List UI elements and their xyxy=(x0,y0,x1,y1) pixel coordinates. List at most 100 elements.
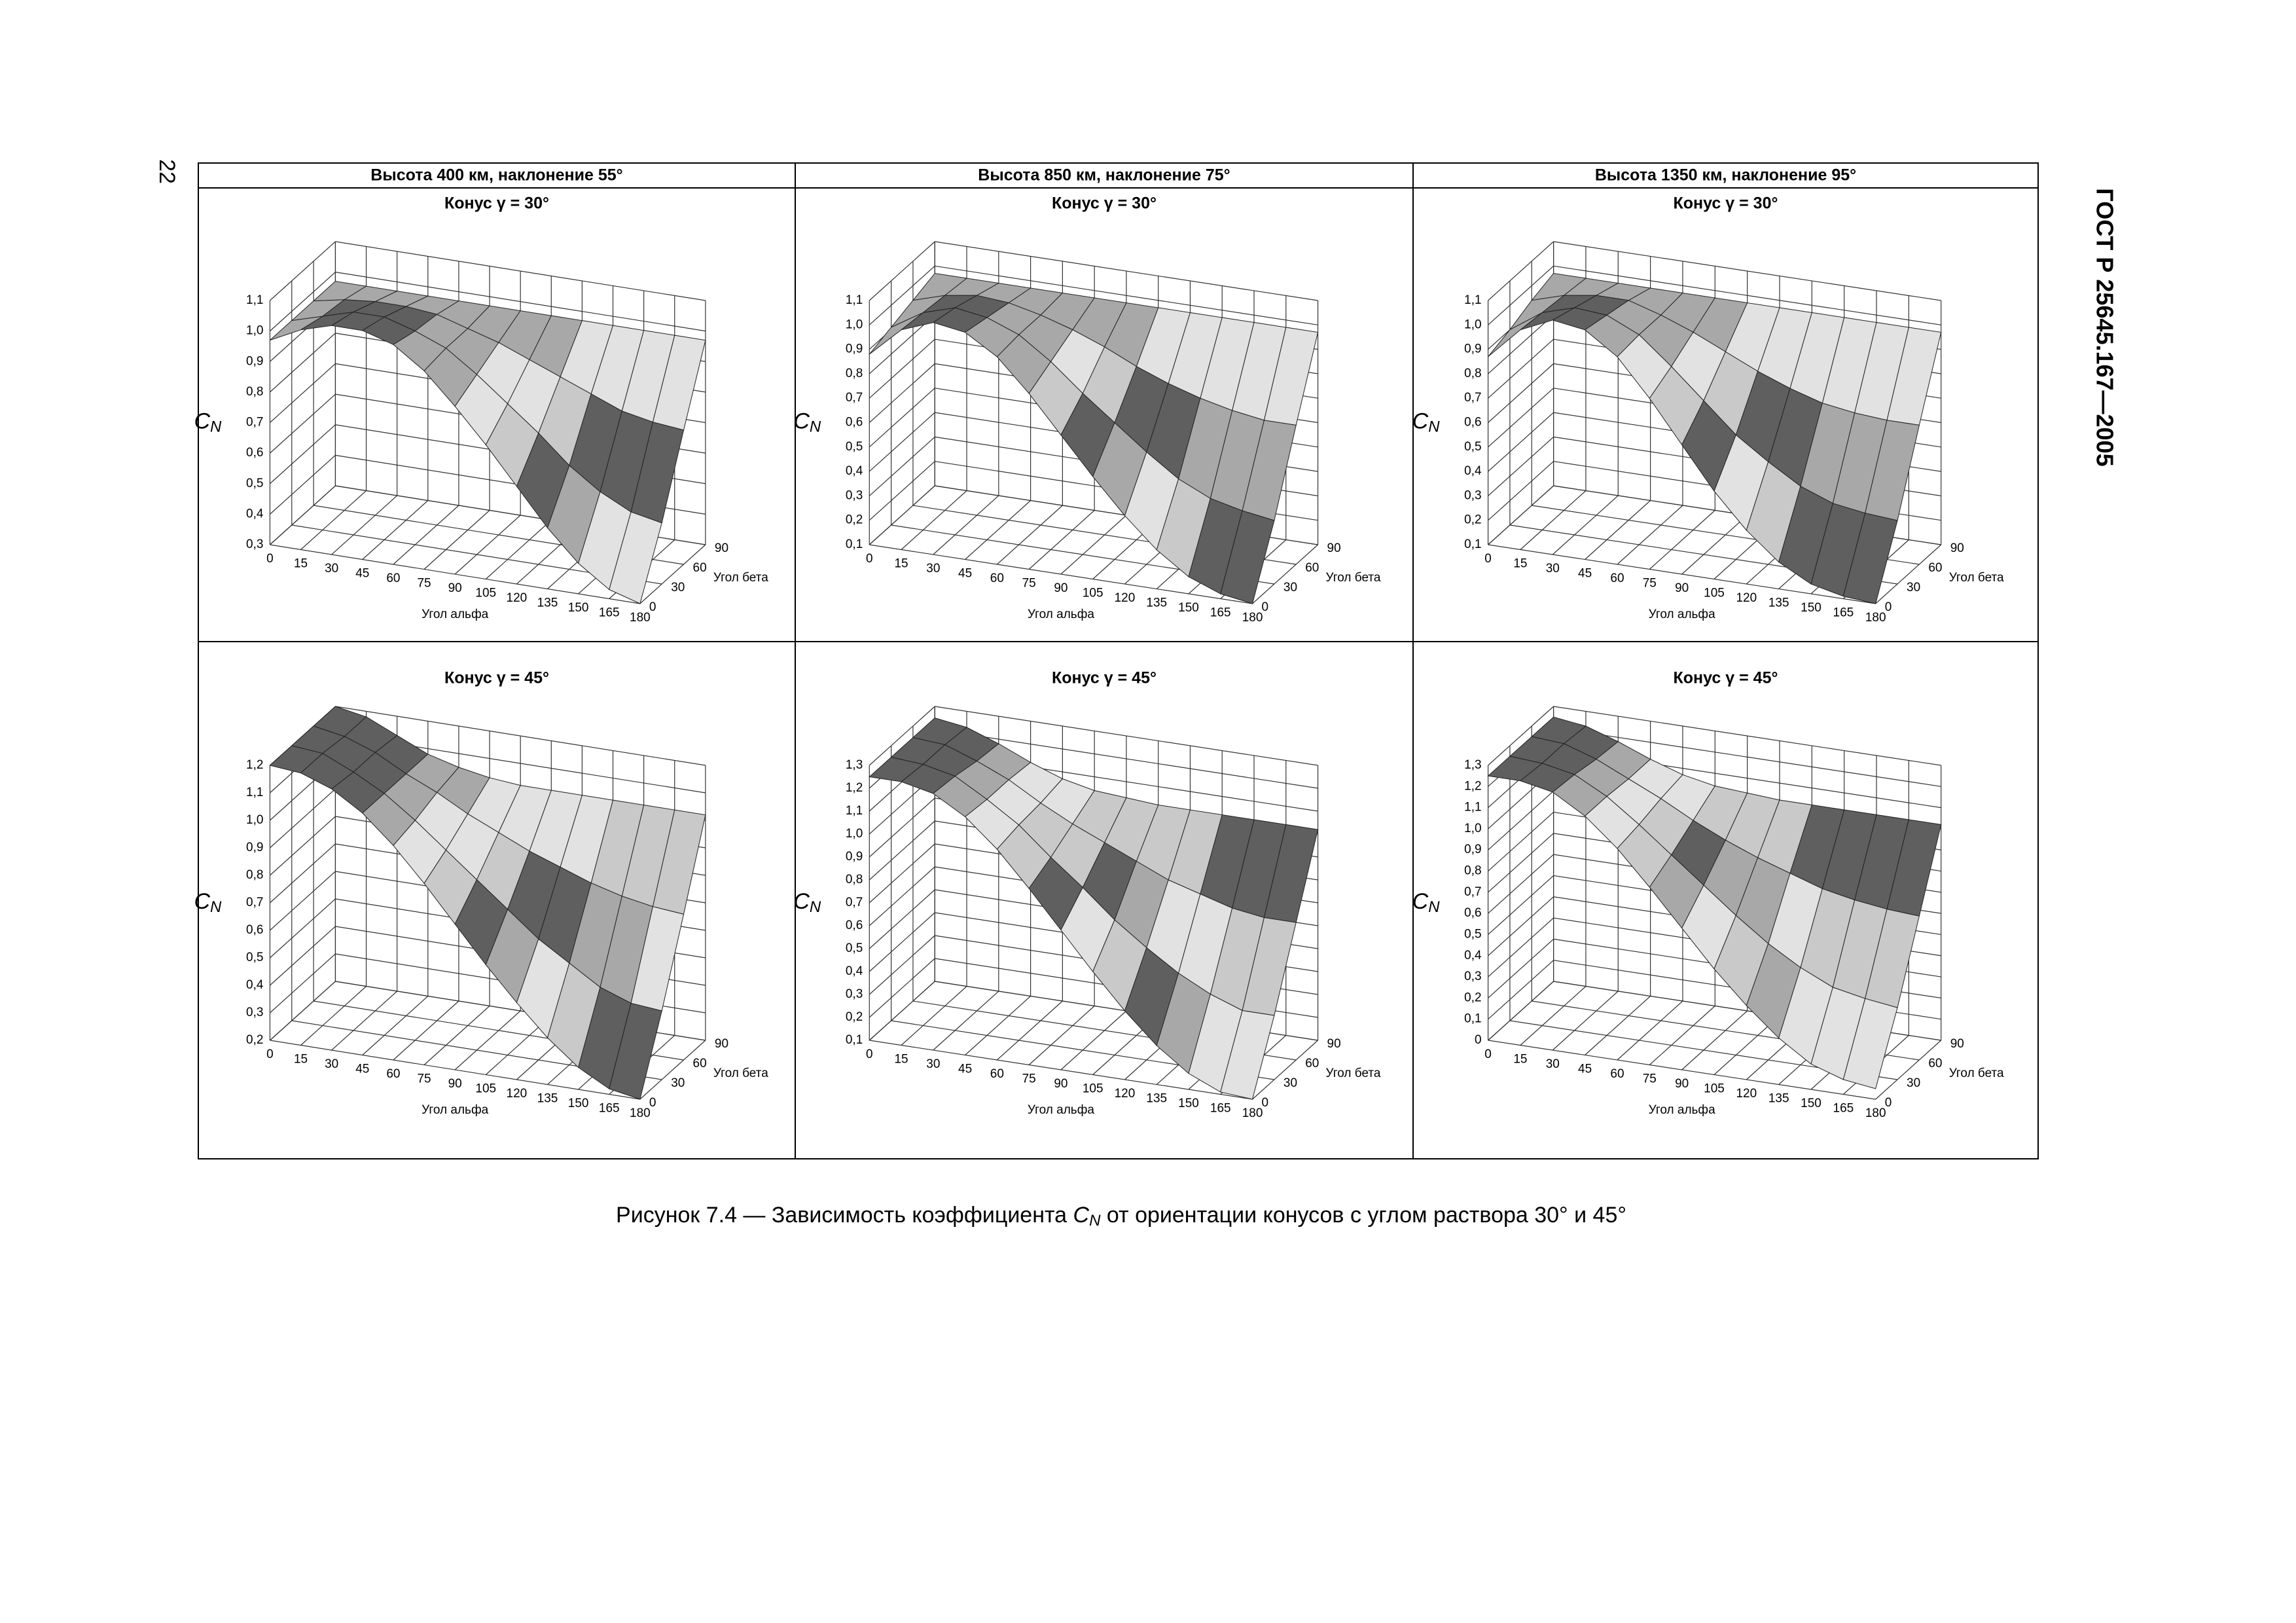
z-tick-label: 0,9 xyxy=(1464,342,1481,356)
x-tick-label: 180 xyxy=(1865,1106,1886,1120)
x-tick-label: 120 xyxy=(1115,1087,1136,1101)
side-wall-grid-line xyxy=(1488,833,1554,893)
z-axis-symbol: C xyxy=(194,889,210,914)
y-tick-label: 0 xyxy=(1885,600,1892,614)
side-wall-grid-line xyxy=(869,958,935,1018)
z-tick-label: 1,3 xyxy=(846,758,863,772)
x-tick-label: 45 xyxy=(355,1063,369,1076)
y-tick-label: 60 xyxy=(693,1057,707,1070)
floor-grid-line xyxy=(270,485,336,545)
floor-grid-line xyxy=(965,500,1031,560)
side-wall-grid-line xyxy=(1488,314,1554,374)
z-tick-label: 0,6 xyxy=(246,923,263,937)
side-wall-grid-line xyxy=(869,843,935,903)
y-tick-label: 30 xyxy=(1283,581,1297,594)
floor-grid-line xyxy=(1488,1040,1876,1100)
z-tick-label: 0,6 xyxy=(1464,416,1481,429)
chart-title: Конус γ = 45° xyxy=(444,669,549,687)
page-number: 22 xyxy=(154,159,179,184)
z-tick-label: 0,1 xyxy=(846,538,863,551)
floor-grid-line xyxy=(1552,991,1619,1051)
x-tick-label: 45 xyxy=(355,567,369,581)
floor-grid-line xyxy=(362,996,429,1055)
side-wall-grid-line xyxy=(1488,412,1554,472)
surface-patch xyxy=(1220,510,1275,604)
x-tick-label: 180 xyxy=(630,611,651,625)
z-tick-label: 1,3 xyxy=(1464,758,1481,772)
side-wall-grid-line xyxy=(1488,338,1554,399)
x-tick-label: 105 xyxy=(1704,587,1725,600)
x-tick-label: 90 xyxy=(1054,1077,1067,1091)
z-tick-label: 1,0 xyxy=(246,813,263,827)
figure-table xyxy=(198,162,2039,1159)
y-tick-label: 60 xyxy=(1305,561,1319,575)
z-axis-subscript: N xyxy=(810,898,821,916)
side-wall-grid-line xyxy=(270,333,336,393)
z-tick-label: 0,3 xyxy=(846,488,863,502)
z-tick-label: 0,5 xyxy=(846,941,863,955)
z-tick-label: 0,4 xyxy=(846,964,863,978)
floor-grid-line xyxy=(996,505,1063,565)
floor-grid-line xyxy=(300,986,367,1046)
x-tick-label: 0 xyxy=(266,552,274,566)
side-wall-grid-line xyxy=(270,788,336,848)
z-tick-label: 0,9 xyxy=(246,354,263,368)
z-axis-title: CN xyxy=(1412,889,1441,916)
z-tick-label: 1,0 xyxy=(1464,318,1481,331)
side-wall-grid-line xyxy=(1488,917,1554,977)
side-wall-grid-line xyxy=(1488,706,1554,766)
surface-patch xyxy=(1842,513,1898,604)
x-tick-label: 150 xyxy=(1801,601,1821,615)
x-tick-label: 150 xyxy=(1178,601,1199,615)
x-tick-label: 75 xyxy=(417,1072,431,1086)
column-title: Высота 1350 км, наклонение 95° xyxy=(1595,166,1856,185)
x-tick-label: 15 xyxy=(294,557,308,571)
side-wall-grid-line xyxy=(270,898,336,958)
x-tick-label: 90 xyxy=(1054,581,1067,595)
side-wall-grid-line xyxy=(1488,960,1554,1020)
side-wall-grid-line xyxy=(1488,938,1554,998)
column-title: Высота 400 км, наклонение 55° xyxy=(370,166,622,185)
document-header: ГОСТ Р 25645.167—2005 xyxy=(2091,188,2118,466)
side-wall-grid-line xyxy=(869,461,935,521)
x-tick-label: 15 xyxy=(894,557,908,571)
floor-grid-line xyxy=(1060,1010,1127,1070)
x-tick-label: 75 xyxy=(1643,577,1657,591)
x-tick-label: 0 xyxy=(1484,552,1492,566)
floor-grid-line xyxy=(639,1040,706,1100)
z-tick-label: 0,4 xyxy=(246,978,264,992)
floor-grid-line xyxy=(1681,1010,1748,1070)
x-tick-label: 90 xyxy=(448,581,462,595)
z-tick-label: 1,1 xyxy=(246,786,263,799)
x-tick-label: 45 xyxy=(958,1063,972,1076)
x-tick-label: 90 xyxy=(448,1077,462,1091)
x-tick-label: 45 xyxy=(958,567,972,581)
x-tick-label: 30 xyxy=(1546,562,1560,575)
side-wall-grid-line xyxy=(869,866,935,926)
z-tick-label: 0,7 xyxy=(846,391,863,405)
caption-text: Рисунок 7.4 — Зависимость коэффициента xyxy=(616,1203,1073,1228)
y-tick-label: 90 xyxy=(715,1037,728,1051)
floor-grid-line xyxy=(1681,515,1748,575)
side-wall-grid-line xyxy=(1488,388,1554,448)
y-axis-title: Угол бета xyxy=(713,1067,768,1080)
z-tick-label: 1,0 xyxy=(246,324,263,338)
side-wall-grid-line xyxy=(1488,790,1554,850)
side-wall-grid-line xyxy=(869,412,935,472)
z-tick-label: 0,8 xyxy=(846,873,863,886)
z-tick-label: 0,1 xyxy=(846,1033,863,1047)
y-axis-title: Угол бета xyxy=(713,571,768,585)
floor-grid-line xyxy=(393,505,459,565)
x-tick-label: 60 xyxy=(1610,572,1624,585)
x-tick-label: 120 xyxy=(1736,591,1757,605)
z-tick-label: 0,3 xyxy=(246,538,263,551)
x-tick-label: 120 xyxy=(1736,1087,1757,1101)
floor-grid-line xyxy=(1060,515,1127,575)
floor-grid-line xyxy=(1252,1040,1318,1100)
x-tick-label: 105 xyxy=(1083,1082,1103,1096)
floor-grid-line xyxy=(1252,544,1318,604)
chart-title: Конус γ = 30° xyxy=(1052,194,1157,213)
side-wall-grid-line xyxy=(270,393,336,454)
y-axis-title: Угол бета xyxy=(1949,571,2004,585)
floor-grid-line xyxy=(869,544,1253,604)
